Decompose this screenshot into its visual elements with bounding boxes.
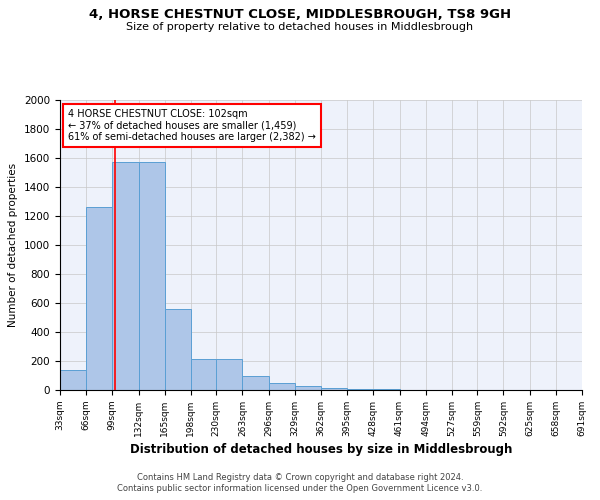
Bar <box>165 309 191 390</box>
Bar <box>216 359 242 390</box>
Bar <box>321 388 347 390</box>
Bar <box>139 162 165 390</box>
Text: Size of property relative to detached houses in Middlesbrough: Size of property relative to detached ho… <box>127 22 473 32</box>
Bar <box>347 388 373 390</box>
Text: Contains HM Land Registry data © Crown copyright and database right 2024.: Contains HM Land Registry data © Crown c… <box>137 472 463 482</box>
Bar <box>191 359 217 390</box>
Text: Contains public sector information licensed under the Open Government Licence v3: Contains public sector information licen… <box>118 484 482 493</box>
Text: 4, HORSE CHESTNUT CLOSE, MIDDLESBROUGH, TS8 9GH: 4, HORSE CHESTNUT CLOSE, MIDDLESBROUGH, … <box>89 8 511 20</box>
Bar <box>295 386 321 390</box>
Text: 4 HORSE CHESTNUT CLOSE: 102sqm
← 37% of detached houses are smaller (1,459)
61% : 4 HORSE CHESTNUT CLOSE: 102sqm ← 37% of … <box>68 108 316 142</box>
Bar <box>269 383 295 390</box>
Text: Distribution of detached houses by size in Middlesbrough: Distribution of detached houses by size … <box>130 442 512 456</box>
Y-axis label: Number of detached properties: Number of detached properties <box>8 163 19 327</box>
Bar <box>60 370 86 390</box>
Bar <box>112 162 139 390</box>
Bar <box>242 376 269 390</box>
Bar <box>86 206 112 390</box>
